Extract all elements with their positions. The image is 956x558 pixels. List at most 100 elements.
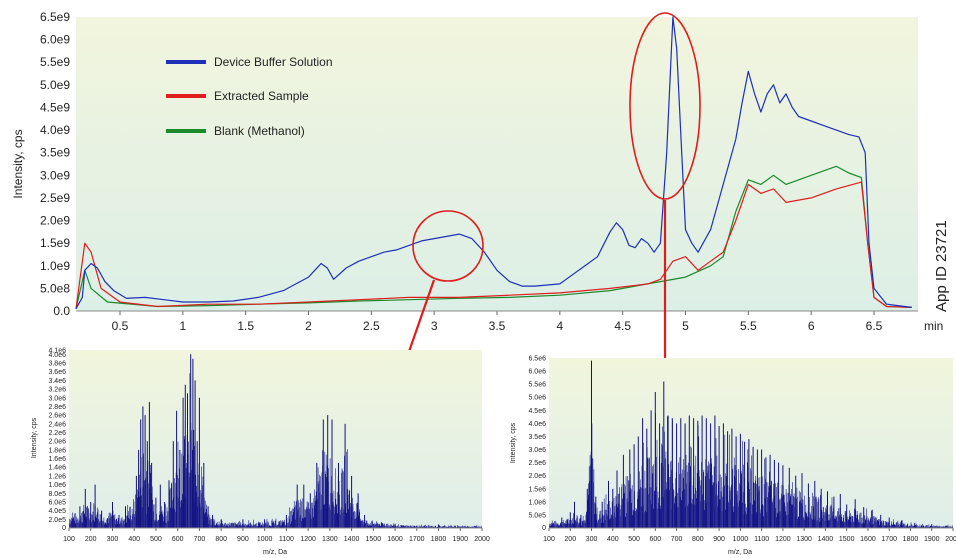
- right-spectrum-x-tick-label: 1000: [733, 536, 749, 543]
- right-spectrum-x-tick-label: 200: [564, 536, 576, 543]
- right-spectrum-y-ticks: 0 5.0e5 1.0e6 1.5e6 2.0e6 2.5e6 3.0e6 3.5e6 4.0e…: [528, 356, 546, 533]
- left-spectrum-x-tick-label: 400: [128, 536, 140, 543]
- left-spectrum-x-tick-label: 1700: [409, 536, 425, 543]
- right-spectrum-x-tick-label: 1300: [796, 536, 812, 543]
- right-spectrum-x-tick-label: 1800: [903, 536, 919, 543]
- right-spectrum-x-tick-label: 900: [713, 536, 725, 543]
- right-spectrum-x-tick-label: 800: [692, 536, 704, 543]
- left-spectrum-x-tick-label: 1900: [452, 536, 468, 543]
- right-spectrum-y-tick-label: 4.0e6: [528, 421, 546, 428]
- left-spectrum-y-tick-label: 2.2e6: [48, 430, 66, 437]
- right-spectrum-x-tick-label: 300: [586, 536, 598, 543]
- left-spectrum-y-tick-label: 2.6e6: [48, 413, 66, 420]
- main-plot-area: [76, 17, 918, 311]
- series-line-blank-methanol: [75, 165, 912, 309]
- legend-label-extracted-sample: Extracted Sample: [214, 89, 309, 103]
- right-spectrum-x-tick-label: 700: [671, 536, 683, 543]
- left-spectrum-x-tick-label: 1800: [431, 536, 447, 543]
- main-x-tick-label: 1.5: [237, 319, 254, 333]
- right-spectrum-y-tick-label: 5.5e6: [528, 382, 546, 389]
- main-y-tick-label: 4.5e9: [40, 100, 70, 114]
- main-x-tick-label: 6.5: [866, 319, 883, 333]
- left-spectrum-x-tick-label: 600: [172, 536, 184, 543]
- left-spectrum-y-tick-label: 1.8e6: [48, 447, 66, 454]
- right-spectrum: 0 5.0e5 1.0e6 1.5e6 2.0e6 2.5e6 3.0e6 3.5e6 4.0e…: [510, 356, 956, 557]
- left-spectrum-y-tick-label: 4.1e6: [48, 348, 66, 355]
- right-spectrum-y-tick-label: 4.5e6: [528, 408, 546, 415]
- main-y-tick-label: 0.0: [53, 304, 70, 318]
- left-spectrum-x-tick-label: 900: [237, 536, 249, 543]
- main-y-tick-label: 6.0e9: [40, 33, 70, 47]
- right-spectrum-x-tick-label: 100: [543, 536, 555, 543]
- left-spectrum-x-axis-label: m/z, Da: [263, 549, 287, 556]
- main-y-tick-label: 1.0e9: [40, 259, 70, 273]
- main-x-tick-label: 3.5: [489, 319, 506, 333]
- right-spectrum-x-tick-label: 400: [607, 536, 619, 543]
- highlight-circle-3min: [412, 210, 484, 282]
- right-spectrum-x-tick-label: 1700: [881, 536, 897, 543]
- legend-item-device-buffer: Device Buffer Solution: [166, 55, 333, 69]
- main-x-tick-label: 4: [556, 319, 563, 333]
- main-y-tick-label: 3.0e9: [40, 168, 70, 182]
- main-x-tick-label: 0.5: [112, 319, 129, 333]
- main-x-tick-label: 5.5: [740, 319, 757, 333]
- left-spectrum-y-tick-label: 3.2e6: [48, 387, 66, 394]
- left-spectrum-x-tick-label: 1200: [300, 536, 316, 543]
- right-spectrum-y-tick-label: 3.0e6: [528, 447, 546, 454]
- left-spectrum-y-tick-label: 8.0e5: [48, 491, 66, 498]
- right-spectrum-x-tick-label: 1100: [754, 536, 769, 543]
- left-spectrum-y-tick-label: 4.0e5: [48, 508, 66, 515]
- main-x-tick-label: 1: [179, 319, 186, 333]
- main-x-tick-label: 3: [431, 319, 438, 333]
- left-spectrum-x-tick-label: 1300: [322, 536, 338, 543]
- main-y-tick-label: 2.5e9: [40, 191, 70, 205]
- right-spectrum-y-axis-label: Intensity, cps: [510, 422, 517, 463]
- main-y-tick-label: 4.0e9: [40, 123, 70, 137]
- main-x-ticks: 0.5 1 1.5 2 2.5 3 3.5 4 4.5 5 5.5 6 6.5: [112, 311, 883, 333]
- legend: Device Buffer Solution Extracted Sample …: [166, 55, 333, 138]
- left-spectrum-y-tick-label: 4.0e6: [48, 352, 66, 359]
- left-spectrum-y-tick-label: 3.0e6: [48, 395, 66, 402]
- left-spectrum-y-tick-label: 3.4e6: [48, 378, 66, 385]
- right-spectrum-y-tick-label: 6.0e6: [528, 369, 546, 376]
- main-x-tick-label: 2.5: [363, 319, 380, 333]
- main-y-tick-label: 2.0e9: [40, 214, 70, 228]
- main-y-tick-label: 6.5e9: [40, 10, 70, 24]
- right-spectrum-y-tick-label: 3.5e6: [528, 434, 546, 441]
- main-x-tick-label: 4.5: [614, 319, 631, 333]
- left-spectrum-x-tick-label: 800: [215, 536, 227, 543]
- left-spectrum-x-tick-label: 1500: [366, 536, 382, 543]
- right-spectrum-x-tick-label: 2000: [945, 536, 956, 543]
- main-chart: 0.0 5.0e8 1.0e9 1.5e9 2.0e9 2.5e9 3.0e9 3.5e9 4.…: [11, 10, 950, 333]
- right-spectrum-x-tick-label: 1400: [818, 536, 834, 543]
- left-spectrum-x-tick-label: 1400: [344, 536, 360, 543]
- main-x-tick-label: 6: [808, 319, 815, 333]
- right-spectrum-x-tick-label: 600: [649, 536, 661, 543]
- right-spectrum-x-tick-label: 1200: [775, 536, 791, 543]
- left-spectrum-y-tick-label: 1.4e6: [48, 465, 66, 472]
- left-spectrum-y-tick-label: 3.8e6: [48, 361, 66, 368]
- left-spectrum-x-tick-label: 1100: [279, 536, 294, 543]
- main-y-axis-label: Intensity, cps: [11, 129, 25, 198]
- right-spectrum-x-tick-label: 1900: [924, 536, 940, 543]
- main-y-tick-label: 5.5e9: [40, 55, 70, 69]
- main-y-tick-label: 5.0e9: [40, 78, 70, 92]
- left-spectrum-peaks: [69, 354, 483, 528]
- right-spectrum-y-tick-label: 1.5e6: [528, 486, 546, 493]
- main-x-tick-label: 2: [305, 319, 312, 333]
- right-spectrum-x-axis-label: m/z, Da: [728, 549, 752, 556]
- left-spectrum-y-tick-label: 2.0e5: [48, 517, 66, 524]
- right-spectrum-peaks: [549, 360, 954, 528]
- main-x-axis-label: min: [924, 319, 943, 333]
- left-spectrum-y-tick-label: 2.8e6: [48, 404, 66, 411]
- right-spectrum-y-tick-label: 6.5e6: [528, 356, 546, 363]
- legend-label-device-buffer: Device Buffer Solution: [214, 55, 333, 69]
- left-spectrum-plot-area: [69, 350, 482, 528]
- right-spectrum-y-tick-label: 5.0e6: [528, 395, 546, 402]
- left-spectrum-y-tick-label: 3.6e6: [48, 369, 66, 376]
- left-spectrum-x-tick-label: 1000: [257, 536, 273, 543]
- main-x-tick-label: 5: [682, 319, 689, 333]
- main-y-tick-label: 1.5e9: [40, 236, 70, 250]
